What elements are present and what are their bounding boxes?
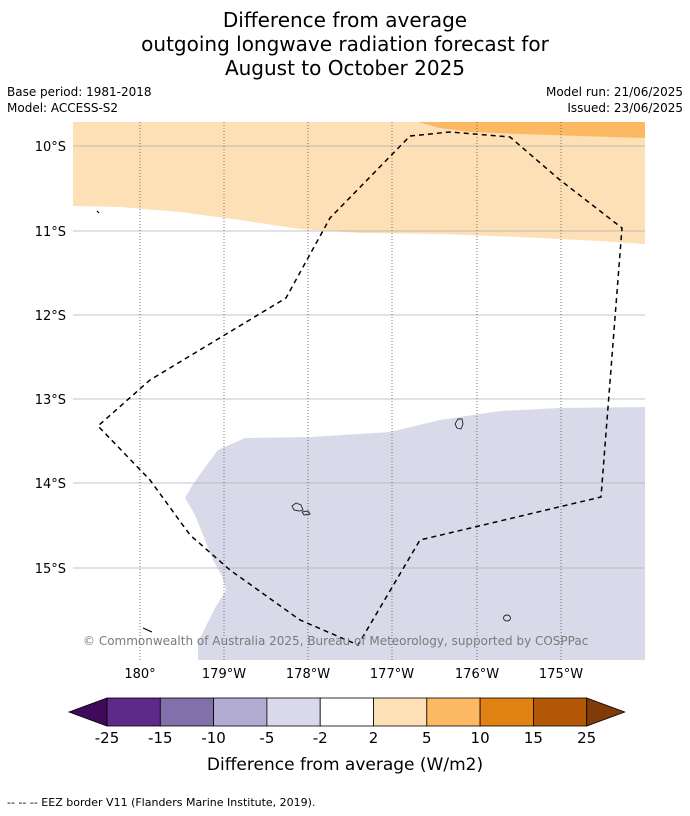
eez-fragment-west [96,210,100,214]
lat-label: 13°S [35,393,66,408]
lat-label: 10°S [35,140,66,155]
island-southeast [503,614,511,622]
colorbar-tick-label: -10 [201,729,226,747]
colorbar-tick-label: 15 [524,729,543,747]
lon-label: 180° [124,667,155,682]
colorbar-extend-low [67,697,108,727]
lat-labels: 10°S 11°S 12°S 13°S 14°S 15°S [35,140,66,577]
lat-label: 14°S [35,477,66,492]
model-name: Model: ACCESS-S2 [7,101,119,115]
lat-label: 15°S [35,562,66,577]
eez-border [96,131,623,646]
meta-left: Base period: 1981-2018 Model: ACCESS-S2 [7,84,152,116]
title-line-1: Difference from average [222,8,468,32]
chart-title: Difference from average outgoing longwav… [0,8,690,80]
meta-right: Model run: 21/06/2025 Issued: 23/06/2025 [546,84,683,116]
base-period: Base period: 1981-2018 [7,85,152,99]
graticule [73,145,645,569]
colorbar-bin [426,697,481,727]
issued-date: Issued: 23/06/2025 [567,101,683,115]
colorbar-extend-high [586,697,626,727]
colorbar-bin [479,697,534,727]
colorbar-tick-label: 25 [577,729,596,747]
colorbar-bin [159,697,215,727]
anomaly-region-negative-light [185,407,645,660]
eez-footnote: -- -- -- EEZ border V11 (Flanders Marine… [7,796,316,809]
colorbar-tick-label: -15 [148,729,173,747]
island-central-small [301,510,311,516]
island-north [454,418,464,430]
colorbar: -25 -15 -10 -5 -2 2 5 10 15 25 [67,697,626,747]
colorbar-bin [106,697,161,727]
colorbar-tick-label: -5 [259,729,274,747]
lon-label: 177°W [370,667,414,682]
colorbar-tick-label: 10 [471,729,490,747]
island-central [291,502,304,512]
title-line-3: August to October 2025 [224,56,466,80]
lat-label: 11°S [35,225,66,240]
colorbar-bin [213,697,268,727]
colorbar-label: Difference from average (W/m2) [207,755,483,775]
colorbar-bin [266,697,321,727]
lon-label: 176°W [455,667,499,682]
lon-label: 179°W [202,667,246,682]
colorbar-tick-label: -2 [313,729,328,747]
anomaly-region-positive-medium [418,122,645,138]
colorbar-bin [533,697,588,727]
lat-label: 12°S [35,309,66,324]
lon-label: 178°W [286,667,330,682]
map-plot-area [73,122,645,660]
colorbar-bin [319,697,374,727]
eez-fragment-southwest [142,627,153,633]
colorbar-tick-label: -25 [95,729,120,747]
anomaly-region-positive-light [73,122,645,244]
lon-labels: 180° 179°W 178°W 177°W 176°W 175°W [124,667,583,682]
title-line-2: outgoing longwave radiation forecast for [141,32,549,56]
colorbar-tick-label: 2 [369,729,379,747]
colorbar-bin [373,697,428,727]
copyright-notice: © Commonwealth of Australia 2025, Bureau… [83,634,588,648]
lon-label: 175°W [539,667,583,682]
colorbar-tick-label: 5 [422,729,432,747]
model-run: Model run: 21/06/2025 [545,85,683,99]
